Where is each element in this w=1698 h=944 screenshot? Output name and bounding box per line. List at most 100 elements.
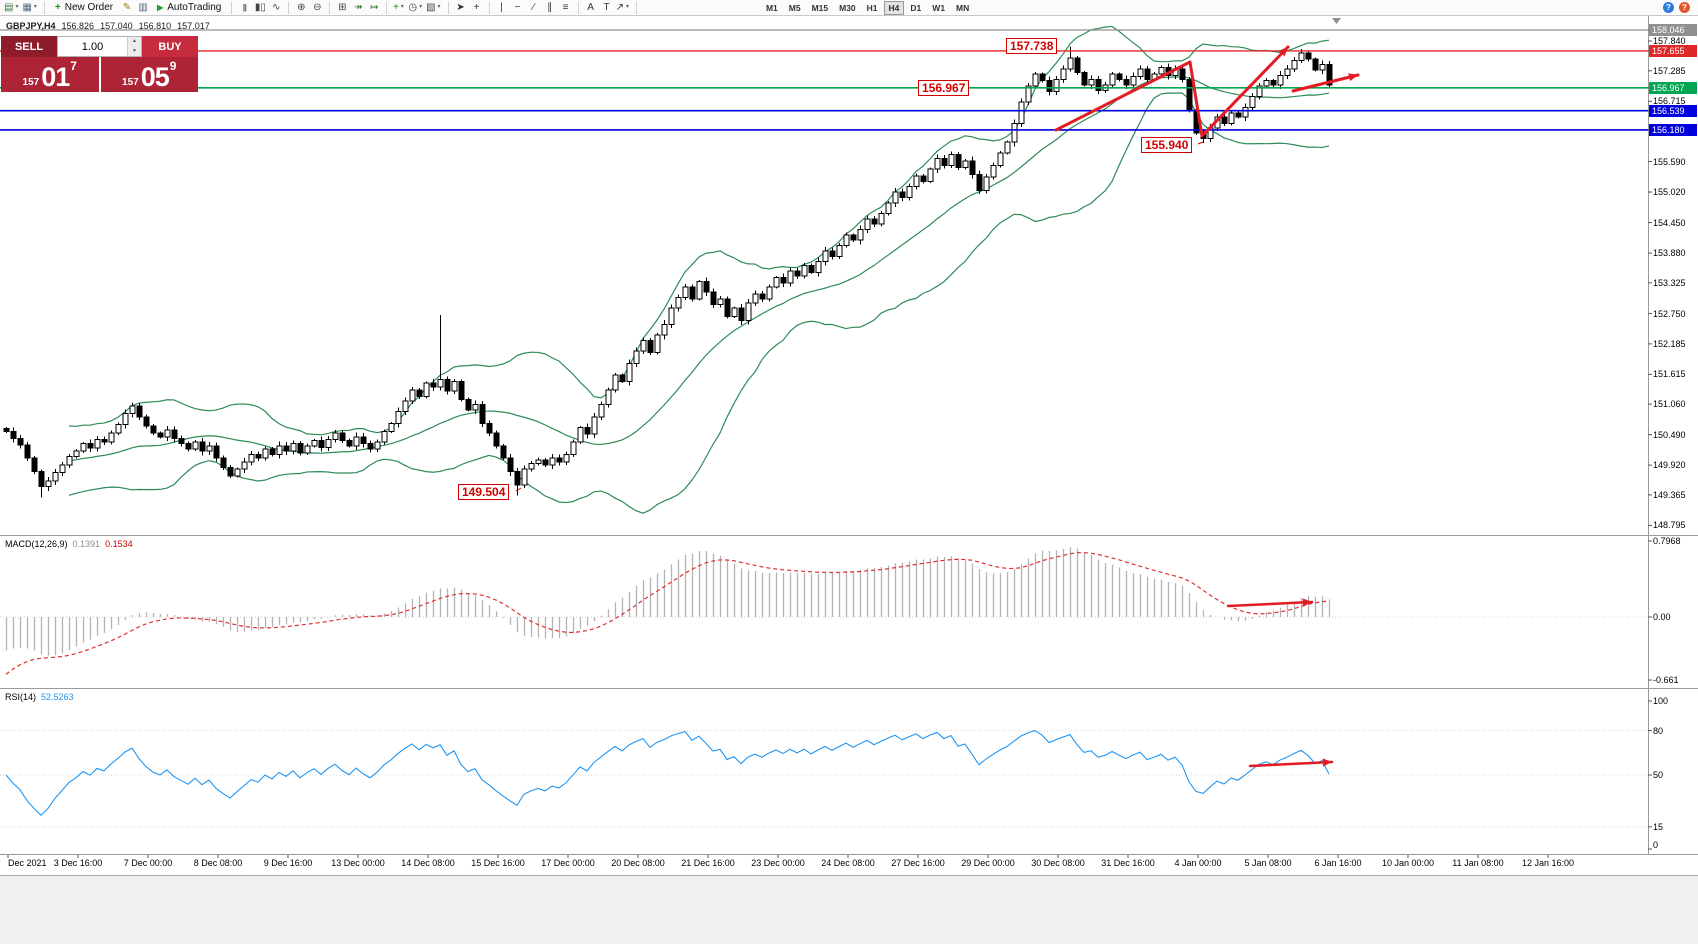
buy-price-figure: 157 xyxy=(122,77,139,88)
price-annotation[interactable]: 155.940 xyxy=(1141,137,1193,153)
volume-increase-button[interactable]: ▲ xyxy=(128,37,141,47)
auto-scroll-icon[interactable]: ↠ xyxy=(354,2,363,13)
time-axis-label: 9 Dec 16:00 xyxy=(263,858,313,868)
candlesticks-icon[interactable]: ▮▯ xyxy=(254,2,266,13)
price-axis-label: 153.880 xyxy=(1653,248,1686,259)
rsi-indicator-label: RSI(14) 52.5263 xyxy=(5,692,74,702)
time-axis-label: 23 Dec 00:00 xyxy=(751,858,805,868)
buy-button[interactable]: BUY xyxy=(142,36,198,57)
dropdown-arrow-icon[interactable]: ▾ xyxy=(33,4,37,10)
time-axis-label: 12 Jan 16:00 xyxy=(1521,858,1575,868)
volume-input[interactable] xyxy=(58,37,127,56)
fibonacci-icon[interactable]: ≡ xyxy=(562,2,569,13)
price-axis-label: 149.920 xyxy=(1653,460,1686,471)
plus-icon: + xyxy=(54,2,61,13)
tf-button-h4[interactable]: H4 xyxy=(883,0,905,15)
price-axis-label: 158.046 xyxy=(1649,24,1697,36)
indicators-icon[interactable]: + ▾ xyxy=(392,2,404,13)
price-annotation[interactable]: 156.967 xyxy=(918,80,970,96)
horizontal-line-icon[interactable]: − xyxy=(514,2,521,13)
data-window-icon[interactable]: ▥ xyxy=(138,2,148,13)
price-axis-label: 151.060 xyxy=(1653,399,1686,410)
buy-price-big: 05 xyxy=(140,62,170,92)
bottom-strip xyxy=(0,875,1698,944)
rsi-axis-label: 15 xyxy=(1653,821,1664,832)
time-axis-label: 11 Jan 08:00 xyxy=(1452,858,1504,868)
channel-icon[interactable]: ∥ xyxy=(547,2,553,13)
time-axis-label: 3 Dec 16:00 xyxy=(53,858,103,868)
price-axis-label: 157.655 xyxy=(1649,44,1697,57)
time-axis-label: 8 Dec 08:00 xyxy=(193,858,243,868)
toolbar-separator xyxy=(329,1,331,14)
chart-shift-icon[interactable]: ↦ xyxy=(370,2,379,13)
crosshair-icon[interactable]: + xyxy=(473,2,480,13)
dropdown-arrow-icon[interactable]: ▾ xyxy=(15,4,19,10)
tf-button-m15[interactable]: M15 xyxy=(811,2,829,13)
dropdown-arrow-icon[interactable]: ▾ xyxy=(400,4,404,10)
sell-price-pip: 7 xyxy=(70,59,77,73)
dropdown-arrow-icon[interactable]: ▾ xyxy=(419,4,423,10)
sell-price-button[interactable]: 157 01 7 xyxy=(1,57,99,92)
quote-close: 157.017 xyxy=(177,21,210,31)
time-axis-label: 15 Dec 16:00 xyxy=(471,858,525,868)
tf-button-mn[interactable]: MN xyxy=(956,2,970,13)
price-axis-label: 157.285 xyxy=(1653,65,1686,76)
rsi-title: RSI(14) xyxy=(5,692,37,702)
sell-price-figure: 157 xyxy=(22,77,40,88)
bars-icon[interactable]: ||| xyxy=(242,3,247,12)
tf-button-w1[interactable]: W1 xyxy=(932,2,946,13)
help-icon[interactable]: ? xyxy=(1663,2,1674,13)
buy-price-button[interactable]: 157 05 9 xyxy=(100,57,198,92)
price-axis-label: 156.180 xyxy=(1649,123,1697,136)
time-axis-label: 4 Jan 00:00 xyxy=(1174,858,1222,868)
toolbar-separator xyxy=(577,1,579,14)
autotrading-button[interactable]: ▶ AutoTrading xyxy=(151,1,227,15)
tf-button-m5[interactable]: M5 xyxy=(788,2,801,13)
tf-button-h1[interactable]: H1 xyxy=(866,2,878,13)
time-axis-label: 29 Dec 00:00 xyxy=(961,858,1015,868)
rsi-axis-label: 80 xyxy=(1653,725,1664,736)
time-axis-label: 13 Dec 00:00 xyxy=(331,858,385,868)
label-icon[interactable]: T xyxy=(603,2,610,13)
trendline-icon[interactable]: ∕ xyxy=(532,2,535,13)
text-icon[interactable]: A xyxy=(587,2,594,13)
templates-icon[interactable]: ▧ ▾ xyxy=(426,2,441,13)
volume-decrease-button[interactable]: ▼ xyxy=(128,46,141,56)
dropdown-arrow-icon[interactable]: ▾ xyxy=(437,4,441,10)
periods-icon[interactable]: ◷ ▾ xyxy=(408,2,423,13)
vertical-line-icon[interactable]: | xyxy=(500,2,503,13)
tf-button-m30[interactable]: M30 xyxy=(839,2,856,13)
tf-button-d1[interactable]: D1 xyxy=(910,2,922,13)
tile-windows-icon[interactable]: ⊞ xyxy=(338,2,347,13)
tf-button-m1[interactable]: M1 xyxy=(765,2,778,13)
time-axis-label: 30 Dec 08:00 xyxy=(1031,858,1085,868)
price-axis-label: 148.795 xyxy=(1653,520,1686,531)
price-axis-label: 155.020 xyxy=(1653,187,1686,198)
new-chart-icon[interactable]: ▤ ▾ xyxy=(4,2,19,13)
toolbar-separator xyxy=(447,1,449,14)
sell-price-big: 01 xyxy=(41,62,70,92)
time-axis-label: 31 Dec 16:00 xyxy=(1101,858,1155,868)
quote-open: 156.826 xyxy=(61,21,95,31)
metaeditor-icon[interactable]: ✎ xyxy=(122,2,132,13)
cursor-icon[interactable]: ➤ xyxy=(456,2,465,13)
volume-field: ▲ ▼ xyxy=(57,36,142,57)
price-annotation[interactable]: 157.738 xyxy=(1006,38,1058,54)
time-axis-label: 27 Dec 16:00 xyxy=(891,858,945,868)
toolbar-separator xyxy=(635,1,637,14)
sell-button[interactable]: SELL xyxy=(1,36,57,57)
timeframe-group: M1 M5 M15 M30 H1 H4 D1 W1 MN xyxy=(761,0,974,15)
price-annotation[interactable]: 149.504 xyxy=(458,484,510,500)
zoom-out-icon[interactable]: ⊖ xyxy=(313,2,322,13)
zoom-in-icon[interactable]: ⊕ xyxy=(297,2,306,13)
arrows-icon[interactable]: ↗ ▾ xyxy=(615,2,629,13)
toolbar-separator xyxy=(386,1,388,14)
macd-axis-label: 0.7968 xyxy=(1653,535,1681,546)
dropdown-arrow-icon[interactable]: ▾ xyxy=(625,4,629,10)
new-order-button[interactable]: + New Order xyxy=(49,1,119,15)
price-axis-label: 152.750 xyxy=(1653,308,1686,319)
community-icon[interactable]: ? xyxy=(1679,2,1690,13)
profiles-icon[interactable]: ▦ ▾ xyxy=(22,2,37,13)
line-chart-icon[interactable]: ∿ xyxy=(272,2,281,13)
